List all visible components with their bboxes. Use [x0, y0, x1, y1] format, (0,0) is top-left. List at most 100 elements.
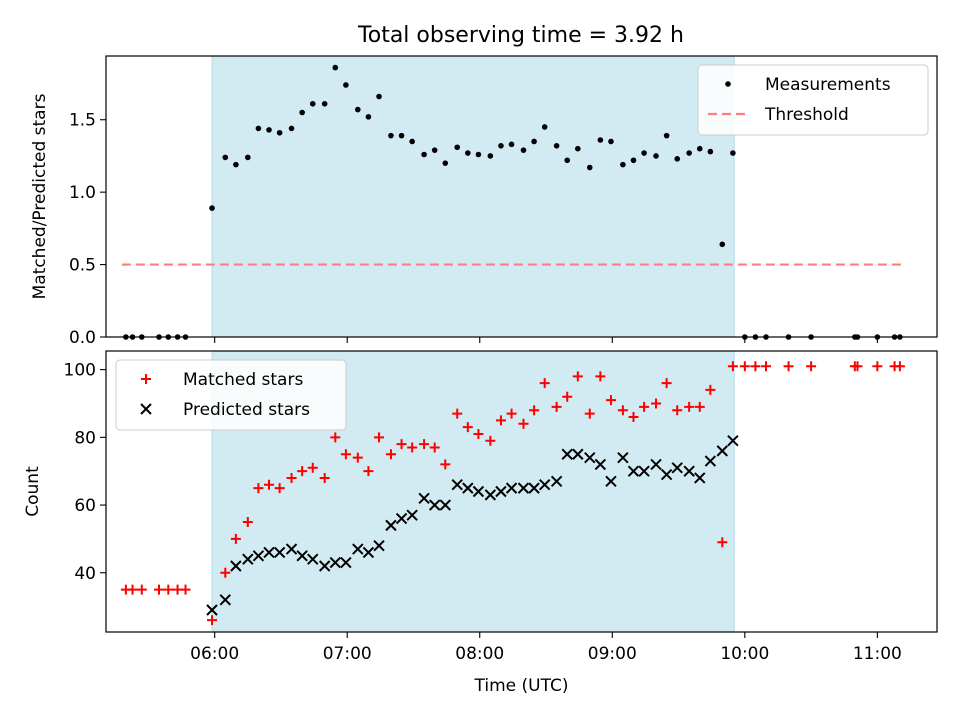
matched-stars-point [562, 391, 573, 402]
measurements-point [388, 132, 394, 139]
x-axis-label: Time (UTC) [474, 676, 569, 696]
predicted-stars-point [206, 604, 218, 616]
matched-stars-point [639, 401, 650, 412]
x-tick-label: 06:00 [190, 644, 239, 664]
matched-stars-point [319, 472, 330, 483]
count-x-ticks: 06:00 07:00 08:00 09:00 10:00 11:00 [190, 632, 902, 664]
measurements-point [686, 150, 692, 156]
matched-stars-point [495, 415, 506, 426]
measurements-point [343, 82, 349, 88]
measurements-point [707, 148, 714, 155]
measurements-point [233, 161, 239, 168]
predicted-stars-point [683, 465, 695, 477]
matched-stars-point [651, 398, 662, 409]
legend-label-matched-stars: Matched stars [183, 370, 303, 390]
matched-stars-point [352, 452, 363, 463]
count-y-axis-label: Count [23, 466, 43, 517]
legend-marker-matched-stars [141, 374, 151, 384]
count-legend: Matched stars Predicted stars [115, 359, 347, 431]
measurements-point [365, 114, 372, 120]
legend-label-measurements: Measurements [765, 75, 891, 95]
predicted-stars-point [517, 482, 530, 494]
y-tick-label: 1.5 [69, 111, 96, 131]
matched-stars-point [374, 432, 385, 443]
matched-stars-point [717, 537, 728, 548]
predicted-stars-point [594, 458, 607, 471]
ratio-panel-frame [105, 55, 938, 338]
measurements-point [520, 147, 527, 153]
measurements-point [487, 153, 494, 159]
matched-stars-point [330, 432, 341, 443]
matched-stars-point [407, 442, 418, 453]
matched-stars-point [253, 483, 264, 494]
matched-stars-point [419, 439, 430, 450]
predicted-stars-point [263, 546, 275, 559]
y-tick-label: 100 [64, 361, 96, 381]
matched-stars-point [672, 405, 683, 416]
predicted-stars-point [472, 485, 485, 498]
measurements-point [653, 153, 659, 159]
matched-stars-point [286, 472, 297, 483]
predicted-stars-point [716, 445, 728, 457]
predicted-stars-point [219, 594, 231, 606]
matched-stars-point [539, 378, 550, 389]
measurements-point [564, 157, 571, 164]
legend-box [697, 64, 929, 136]
ratio-y-ticks: 0.0 0.5 1.0 1.5 [69, 111, 106, 348]
matched-stars-point [506, 408, 517, 419]
predicted-stars-point [727, 435, 739, 447]
measurements-point [245, 154, 251, 161]
legend-label-predicted-stars: Predicted stars [183, 400, 310, 420]
predicted-stars-point [252, 550, 265, 562]
legend-box [115, 359, 347, 431]
count-y-ticks: 40 60 80 100 [64, 361, 106, 584]
measurements-point [376, 93, 382, 100]
predicted-stars-point [561, 448, 573, 460]
matched-stars-point [154, 584, 165, 595]
matched-stars-point [727, 361, 738, 372]
predicted-stars-point [340, 556, 352, 569]
measurements-point [355, 106, 361, 113]
count-panel: 40 60 80 100 06:00 07:00 08:00 09:00 10:00 11:00… [23, 350, 938, 696]
predicted-stars-point [242, 553, 254, 565]
matched-stars-point [264, 479, 275, 490]
predicted-stars-point [373, 539, 385, 552]
measurements-point [398, 132, 405, 139]
matched-stars-point [684, 401, 695, 412]
matched-stars-point [761, 361, 772, 372]
measurements-point [309, 100, 316, 107]
matched-stars-point [617, 405, 628, 416]
predicted-stars-point [605, 475, 617, 488]
matched-stars-point [584, 408, 595, 419]
matched-stars-point [572, 371, 583, 382]
measurements-point [630, 157, 637, 164]
x-tick-label: 08:00 [455, 644, 504, 664]
measurements-point [641, 150, 647, 156]
predicted-stars-point [694, 472, 706, 484]
predicted-stars-point [484, 489, 497, 501]
predicted-stars-point [318, 560, 331, 572]
measurements-point [498, 143, 504, 149]
measurements-point [719, 241, 726, 248]
measurements-point [696, 145, 703, 152]
predicted-stars-point [439, 499, 451, 511]
x-tick-label: 07:00 [323, 644, 372, 664]
predicted-stars-point [418, 492, 430, 504]
predicted-stars-point [307, 553, 319, 565]
predicted-stars-point [362, 546, 375, 559]
predicted-stars-point [538, 479, 551, 491]
predicted-stars-point [660, 468, 673, 481]
ratio-y-axis-label: Matched/Predicted stars [30, 93, 50, 299]
matched-stars-point [894, 361, 905, 372]
predicted-stars-point [273, 546, 286, 559]
predicted-stars-point [428, 499, 441, 511]
predicted-stars-point [395, 512, 408, 525]
matched-stars-point [473, 428, 484, 439]
y-tick-label: 1.0 [69, 183, 96, 203]
matched-stars-point [307, 462, 318, 473]
ratio-x-ticks [214, 337, 878, 343]
measurements-point [531, 138, 537, 145]
measurements-point [276, 129, 283, 136]
matched-stars-point [628, 412, 639, 423]
